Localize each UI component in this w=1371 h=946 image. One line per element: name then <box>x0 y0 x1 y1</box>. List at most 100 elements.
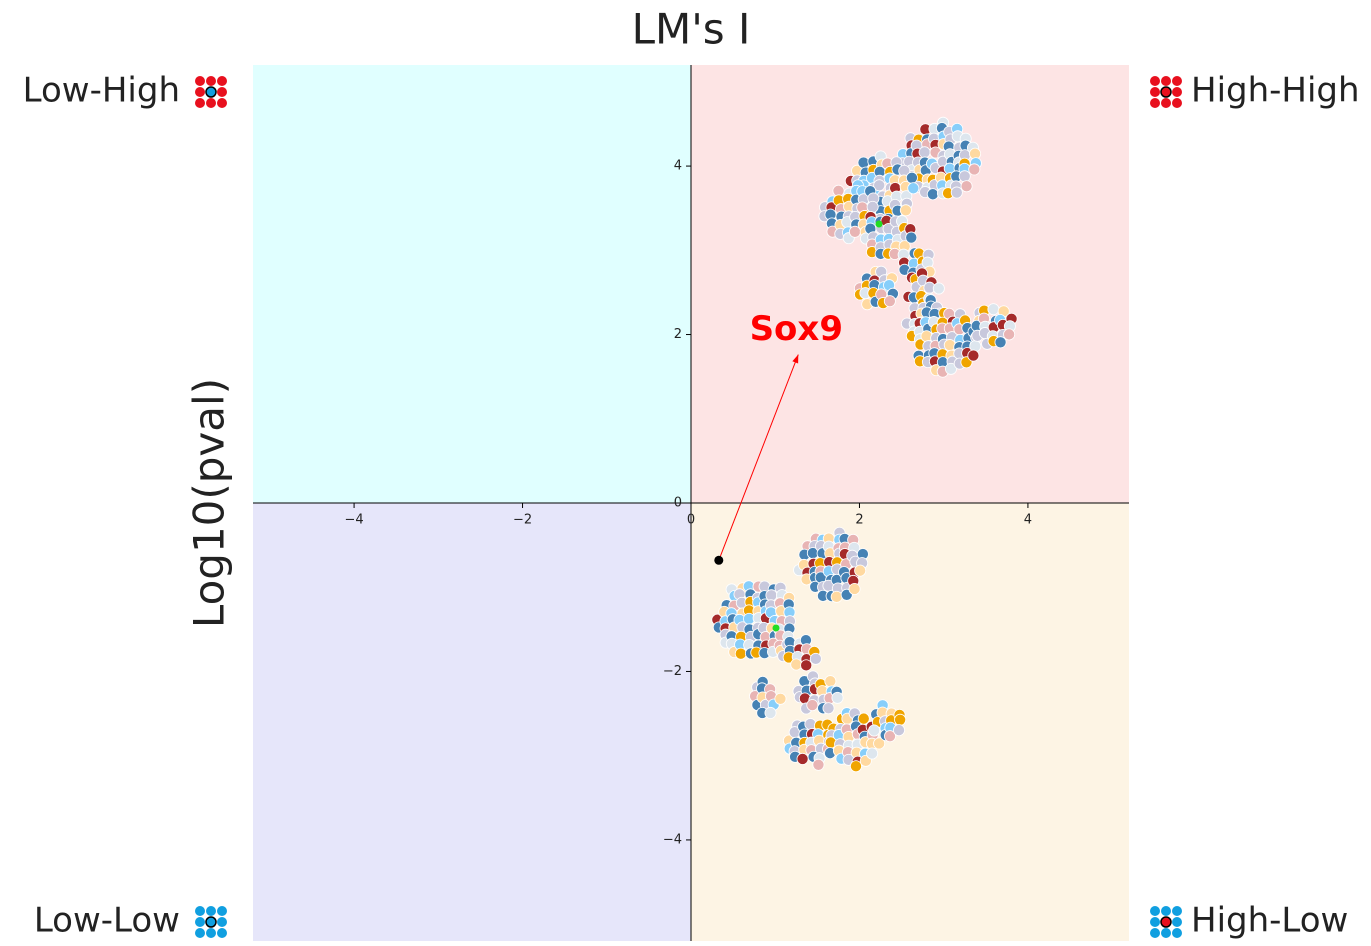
quadrant-icon-dot <box>195 917 205 927</box>
point <box>714 555 724 565</box>
y-tick-label: 2 <box>674 327 682 342</box>
annotation-arrowhead <box>792 354 799 364</box>
y-tick-label: 0 <box>674 496 682 511</box>
tissue-cell <box>926 188 939 201</box>
quadrant-icon-dot <box>1161 76 1171 86</box>
y-axis-label: Log10(pval) <box>185 378 234 628</box>
quadrant-icon-dot <box>1150 98 1160 108</box>
tissue-cell <box>800 659 813 672</box>
quadrant-icon-dot <box>195 928 205 938</box>
quadrant-icon-dot <box>206 76 216 86</box>
tissue-cell <box>857 156 870 169</box>
tissue-cell <box>1003 328 1016 341</box>
tissue-cell <box>958 170 971 183</box>
quadrant-icon-dot <box>1160 86 1172 98</box>
x-tick-label: 2 <box>855 513 863 528</box>
quadrant-background <box>253 503 691 941</box>
tissue-cell <box>994 336 1007 349</box>
tissue-cell <box>849 760 862 773</box>
tissue-cell <box>764 706 777 719</box>
tissue-cell <box>873 179 886 192</box>
quadrant-icon-dot <box>206 98 216 108</box>
tissue-cell <box>987 303 1000 316</box>
quadrant-icon-dot <box>205 86 217 98</box>
tissue-cell <box>830 590 843 603</box>
quadrant-icon-dot <box>206 928 216 938</box>
tissue-cell <box>894 713 907 726</box>
tissue-marker <box>875 220 883 228</box>
tissue-cell <box>883 295 896 308</box>
quadrant-background <box>253 65 691 503</box>
quadrant-icon-dot <box>217 906 227 916</box>
tissue-cell <box>968 163 981 176</box>
tissue-inset <box>711 116 1018 773</box>
quadrant-background <box>691 503 1129 941</box>
tissue-cell <box>765 589 778 602</box>
tissue-cell <box>824 675 837 688</box>
y-tick-label: 4 <box>674 159 682 174</box>
tissue-cell <box>809 652 822 665</box>
quadrant-icon-dot <box>1150 87 1160 97</box>
quadrant-icon-dot <box>1172 98 1182 108</box>
quadrant-icon-dot <box>217 928 227 938</box>
quadrant-icon-dot <box>1150 76 1160 86</box>
y-tick-label: −4 <box>663 832 682 847</box>
tissue-cell <box>796 752 809 765</box>
tissue-cell <box>899 204 912 217</box>
chart-title: LM's I <box>632 5 751 54</box>
quadrant-icon-dot <box>206 906 216 916</box>
tissue-cell <box>873 737 886 750</box>
tissue-cell <box>884 730 897 743</box>
tissue-cell <box>822 702 835 715</box>
annotation-arrow <box>718 354 799 561</box>
quadrant-icon-dot <box>205 916 217 928</box>
quadrant-icon-dot <box>1172 76 1182 86</box>
quadrant-label: High-High <box>1191 71 1360 111</box>
quadrant-icon-dot <box>195 98 205 108</box>
tissue-cell <box>866 200 879 213</box>
quadrant-icon-dot <box>1150 928 1160 938</box>
x-tick-label: −4 <box>344 513 363 528</box>
tissue-cell <box>790 658 803 671</box>
tissue-cell <box>866 747 879 760</box>
y-tick-label: −2 <box>663 664 682 679</box>
tissue-cell <box>967 349 980 362</box>
quadrant-icon-dot <box>1161 906 1171 916</box>
quadrant-icon-dot <box>217 76 227 86</box>
tissue-cell <box>918 146 931 159</box>
quadrant-icon-dot <box>217 87 227 97</box>
x-tick-label: 0 <box>687 513 695 528</box>
x-tick-label: 4 <box>1024 513 1032 528</box>
tissue-cell <box>868 724 881 737</box>
quadrant-icon-dot <box>1172 906 1182 916</box>
tissue-marker <box>772 624 780 632</box>
quadrant-icon-dot <box>1172 928 1182 938</box>
quadrant-icon-dot <box>195 87 205 97</box>
tissue-cell <box>848 582 861 595</box>
tissue-cell <box>905 231 918 244</box>
tissue-cell <box>960 180 973 193</box>
tissue-cell <box>831 691 844 704</box>
quadrant-icon-dot <box>217 917 227 927</box>
tissue-cell <box>774 692 787 705</box>
x-tick-label: −2 <box>513 513 532 528</box>
tissue-cell <box>944 362 957 375</box>
tissue-cell <box>905 171 918 184</box>
tissue-cell <box>950 186 963 199</box>
tissue-cell <box>854 564 867 577</box>
tissue-cell <box>812 758 825 771</box>
tissue-cell <box>932 282 945 295</box>
quadrant-icon-dot <box>1172 87 1182 97</box>
quadrant-icon-dot <box>1150 917 1160 927</box>
quadrant-label: Low-Low <box>34 901 180 941</box>
tissue-cell <box>893 724 906 737</box>
quadrant-icon-dot <box>1172 917 1182 927</box>
quadrant-icon-dot <box>195 906 205 916</box>
tissue-cell <box>734 647 747 660</box>
annotation-text: Sox9 <box>750 309 843 349</box>
quadrant-icon-dot <box>217 98 227 108</box>
quadrant-background <box>691 65 1129 503</box>
tissue-cell <box>907 182 920 195</box>
quadrant-label: High-Low <box>1191 901 1348 941</box>
